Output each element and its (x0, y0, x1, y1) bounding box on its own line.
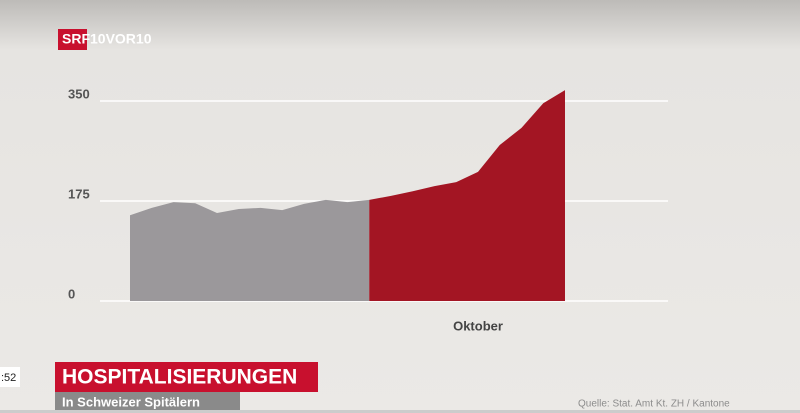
area (130, 199, 370, 301)
title-box (55, 362, 318, 392)
time-box (0, 367, 20, 387)
y-tick-label: 0 (68, 286, 75, 301)
area (369, 90, 565, 302)
x-tick-label: Oktober (453, 318, 503, 333)
progress-bar[interactable] (0, 410, 800, 413)
chart: 0 175 350 Oktober (68, 86, 668, 333)
lower-third-title: HOSPITALISIERUNGEN (62, 366, 297, 389)
subtitle-box (55, 392, 240, 413)
y-tick-label: 350 (68, 86, 90, 101)
y-tick-label: 175 (68, 186, 90, 201)
logo-box (58, 29, 87, 50)
show-name: 10VOR10 (90, 31, 152, 47)
source: Quelle: Stat. Amt Kt. ZH / Kantone (578, 399, 730, 410)
lower-third-subtitle: In Schweizer Spitälern (62, 394, 200, 409)
logo: SRF (62, 31, 90, 47)
player-time: :52 (1, 372, 16, 384)
